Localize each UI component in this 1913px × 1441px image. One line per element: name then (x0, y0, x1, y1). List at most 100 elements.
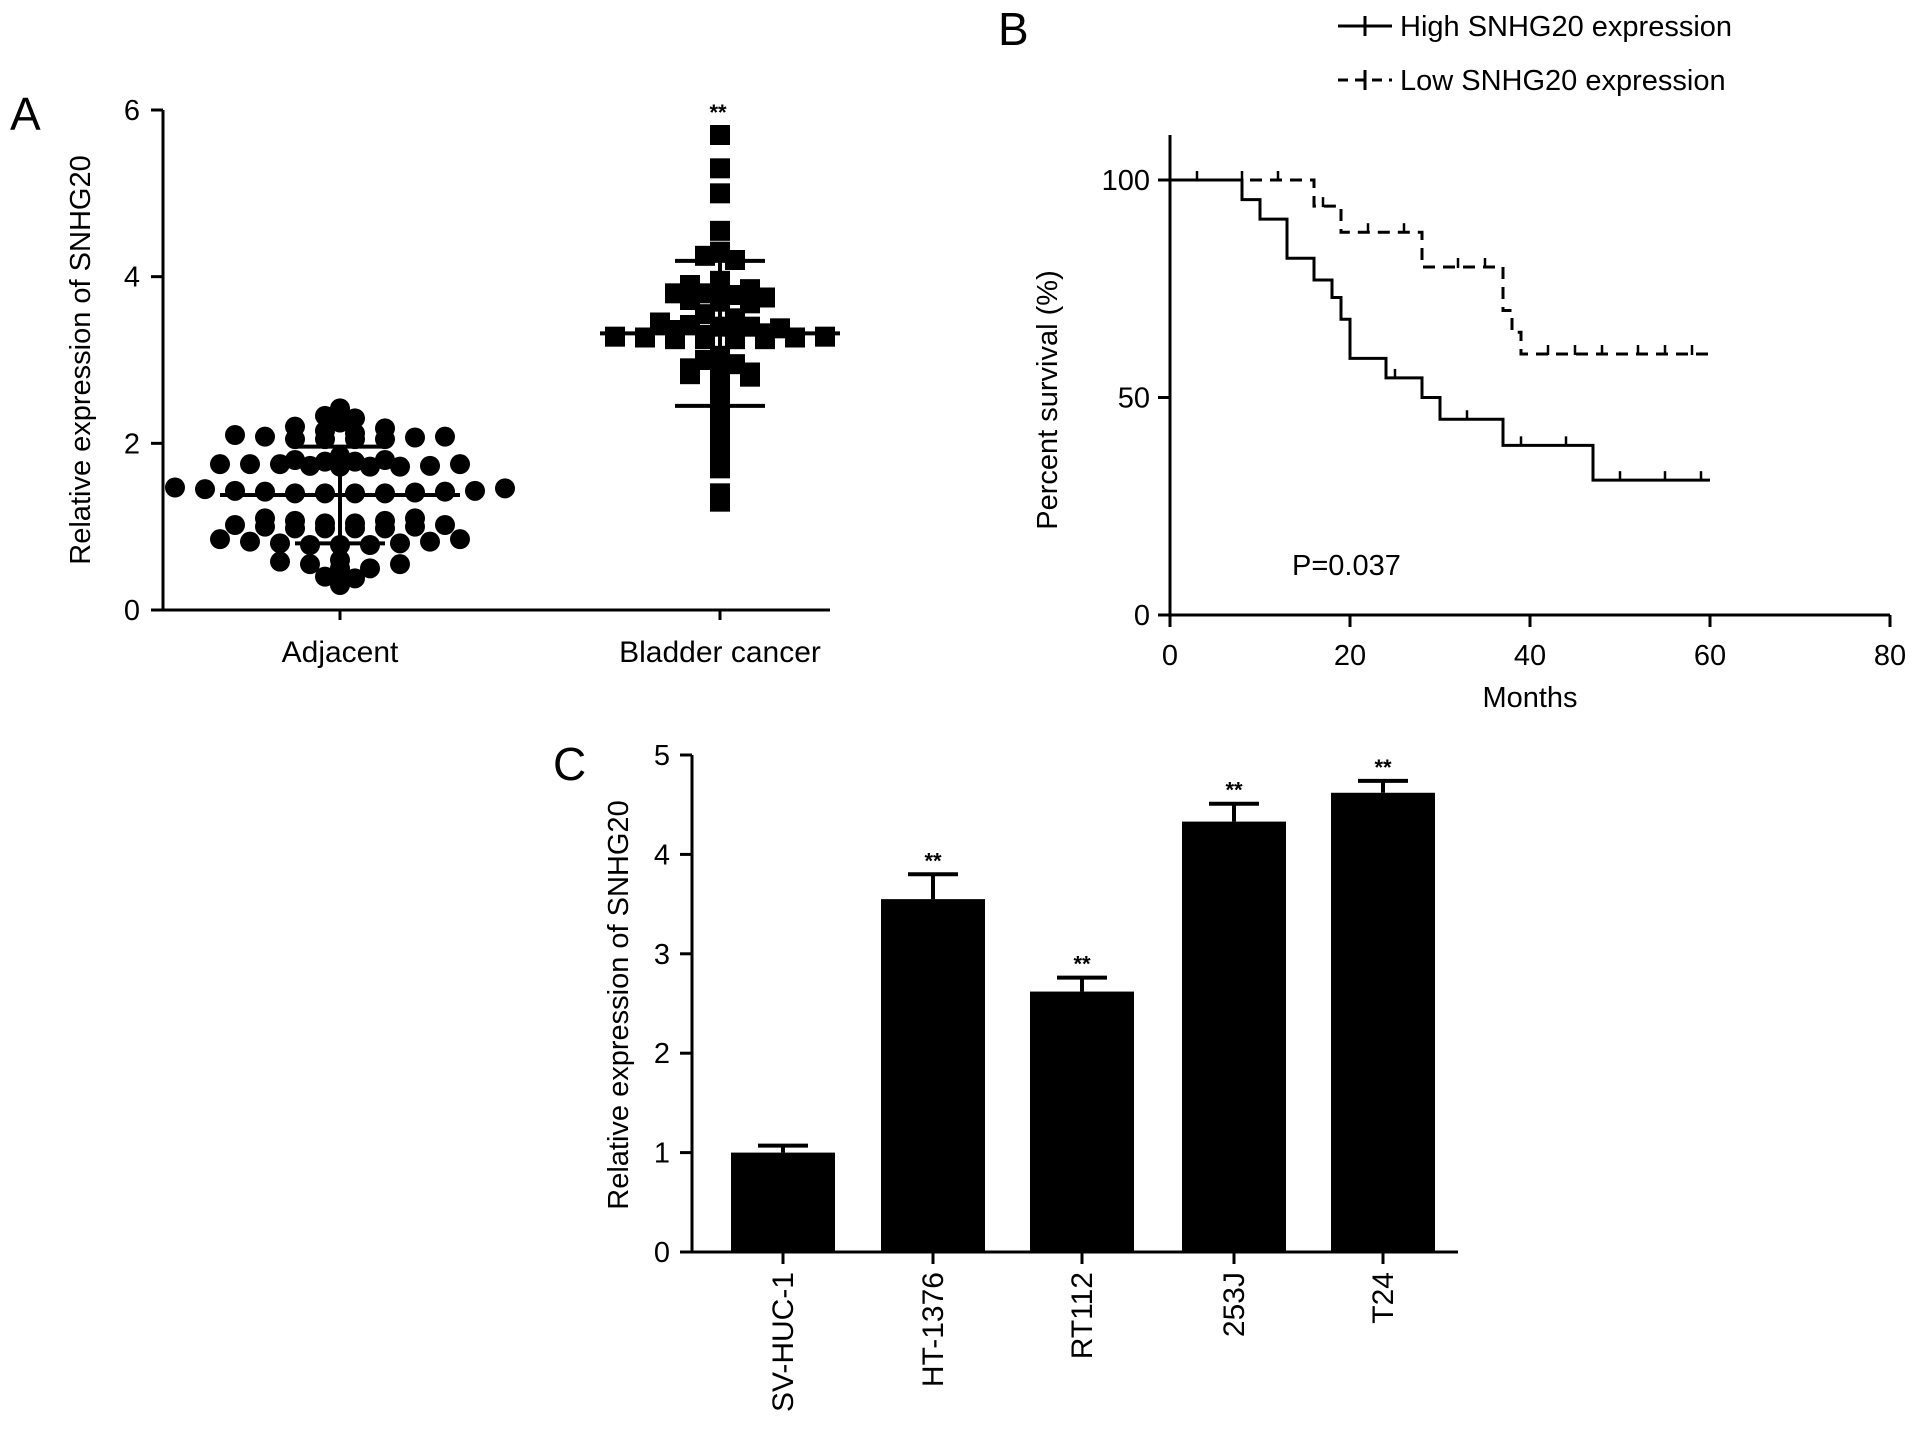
panel-a-point-adjacent (390, 533, 410, 554)
panel-c-category-label: 253J (1218, 1272, 1251, 1337)
panel-a-point-adjacent (240, 531, 260, 552)
panel-b-curve-low (1170, 178, 1710, 356)
panel-a-point-adjacent (315, 451, 335, 472)
panel-a-point-adjacent (255, 508, 275, 529)
panel-a-point-adjacent (315, 513, 335, 534)
panel-a-point-adjacent (285, 416, 305, 437)
panel-c-y-tick-label: 1 (654, 1138, 670, 1170)
panel-b-x-tick-label: 80 (1874, 640, 1906, 672)
panel-b-p-value: P=0.037 (1292, 550, 1401, 582)
panel-a-point-adjacent (300, 554, 320, 575)
panel-a-point-adjacent (330, 550, 350, 570)
panel-b-survival: B High SNHG20 expression Low SNHG20 expr… (998, 3, 1906, 714)
panel-a-point-adjacent (285, 510, 305, 531)
panel-a-point-adjacent (375, 450, 395, 470)
panel-a-point-adjacent (345, 513, 365, 534)
panel-b-y-tick-label: 0 (1134, 600, 1150, 632)
panel-c-y-tick-label: 3 (654, 939, 670, 971)
panel-c-bar-ht-1376 (881, 899, 985, 1252)
panel-c-y-axis-label: Relative expression of SNHG20 (603, 800, 635, 1209)
panel-a-point-bladder (710, 125, 730, 145)
panel-a-point-adjacent (225, 515, 245, 535)
panel-b-y-tick-label: 100 (1102, 165, 1150, 197)
legend-label-high: High SNHG20 expression (1400, 11, 1732, 43)
panel-b-x-tick-label: 60 (1694, 640, 1726, 672)
panel-a-point-bladder (710, 425, 730, 445)
panel-b-y-axis-label: Percent survival (%) (1032, 270, 1064, 529)
panel-a-point-bladder (605, 326, 625, 347)
panel-a-significance: ** (709, 100, 727, 125)
panel-label-b: B (998, 3, 1029, 55)
panel-a-points (165, 125, 835, 595)
panel-a-point-adjacent (435, 481, 455, 502)
panel-a-point-adjacent (390, 456, 410, 477)
panel-a-point-adjacent (375, 418, 395, 439)
panel-a-y-axis-label: Relative expression of SNHG20 (65, 155, 97, 564)
panel-a-point-adjacent (330, 398, 350, 419)
legend-item-low: Low SNHG20 expression (1338, 65, 1726, 97)
panel-b-x-tick-label: 40 (1514, 640, 1546, 672)
panel-a-point-adjacent (450, 454, 470, 475)
panel-a-point-adjacent (315, 420, 335, 441)
panel-b-curve-high (1170, 178, 1710, 482)
panel-a-point-adjacent (255, 426, 275, 447)
panel-a-point-adjacent (465, 480, 485, 501)
panel-a-point-adjacent (495, 478, 515, 499)
panel-c-bars: SV-HUC-1 ** HT-1376 ** RT112 ** 253J ** T24 (731, 755, 1435, 1412)
panel-a-point-bladder (740, 279, 760, 300)
panel-a-point-adjacent (210, 454, 230, 475)
panel-a-point-adjacent (315, 566, 335, 587)
panel-a-point-adjacent (435, 515, 455, 535)
panel-c-y-tick-label: 0 (654, 1237, 670, 1269)
panel-a-scatter: A 0 2 4 6 Adjacent Bladder cancer Relative … (10, 88, 840, 669)
panel-b-curves (1170, 171, 1710, 482)
panel-a-point-adjacent (435, 426, 455, 447)
panel-c-significance: ** (1225, 778, 1243, 803)
panel-a-point-bladder (650, 312, 670, 333)
panel-b-x-tick-label: 0 (1162, 640, 1178, 672)
panel-c-significance: ** (1073, 952, 1091, 977)
panel-label-a: A (10, 88, 41, 140)
panel-a-point-adjacent (375, 510, 395, 531)
panel-a-point-adjacent (225, 425, 245, 445)
panel-a-point-adjacent (210, 529, 230, 550)
panel-b-legend: High SNHG20 expression Low SNHG20 expres… (1338, 11, 1732, 97)
panel-a-point-adjacent (360, 558, 380, 579)
panel-b-axis-ticks: 0 20 40 60 80 0 50 100 (1102, 165, 1907, 672)
panel-a-y-tick-label: 0 (124, 595, 140, 627)
panel-c-bar-sv-huc-1 (731, 1152, 835, 1252)
panel-a-point-adjacent (345, 423, 365, 444)
panel-a-point-bladder (710, 158, 730, 179)
legend-item-high: High SNHG20 expression (1338, 11, 1732, 43)
panel-a-point-adjacent (225, 480, 245, 501)
panel-c-category-label: T24 (1367, 1272, 1400, 1324)
panel-a-point-bladder (680, 275, 700, 295)
panel-a-y-tick-label: 2 (124, 428, 140, 460)
panel-c-significance: ** (1374, 755, 1392, 780)
panel-c-y-tick-label: 2 (654, 1038, 670, 1070)
panel-c-category-label: HT-1376 (917, 1272, 950, 1387)
panel-a-point-adjacent (315, 405, 335, 426)
panel-a-point-adjacent (405, 427, 425, 448)
panel-a-point-adjacent (300, 455, 320, 476)
panel-a-point-adjacent (270, 551, 290, 572)
panel-a-point-adjacent (240, 454, 260, 475)
panel-c-category-label: RT112 (1066, 1272, 1099, 1359)
panel-c-y-tick-label: 5 (654, 740, 670, 772)
panel-a-y-axis-ticks: 0 2 4 6 (124, 95, 163, 627)
panel-a-point-adjacent (195, 479, 215, 500)
panel-a-point-adjacent (345, 568, 365, 589)
panel-a-point-adjacent (255, 481, 275, 502)
panel-a-point-bladder (710, 483, 730, 504)
panel-a-point-bladder (710, 220, 730, 241)
panel-b-x-tick-label: 20 (1334, 640, 1366, 672)
panel-a-category-bladder-cancer: Bladder cancer (619, 636, 821, 669)
panel-a-point-adjacent (420, 531, 440, 552)
panel-c-category-label: SV-HUC-1 (767, 1272, 800, 1412)
panel-label-c: C (553, 738, 586, 790)
panel-c-bar-253j (1182, 821, 1286, 1252)
panel-a-point-adjacent (345, 451, 365, 472)
panel-a-point-adjacent (330, 412, 350, 433)
panel-a-y-tick-label: 6 (124, 95, 140, 127)
